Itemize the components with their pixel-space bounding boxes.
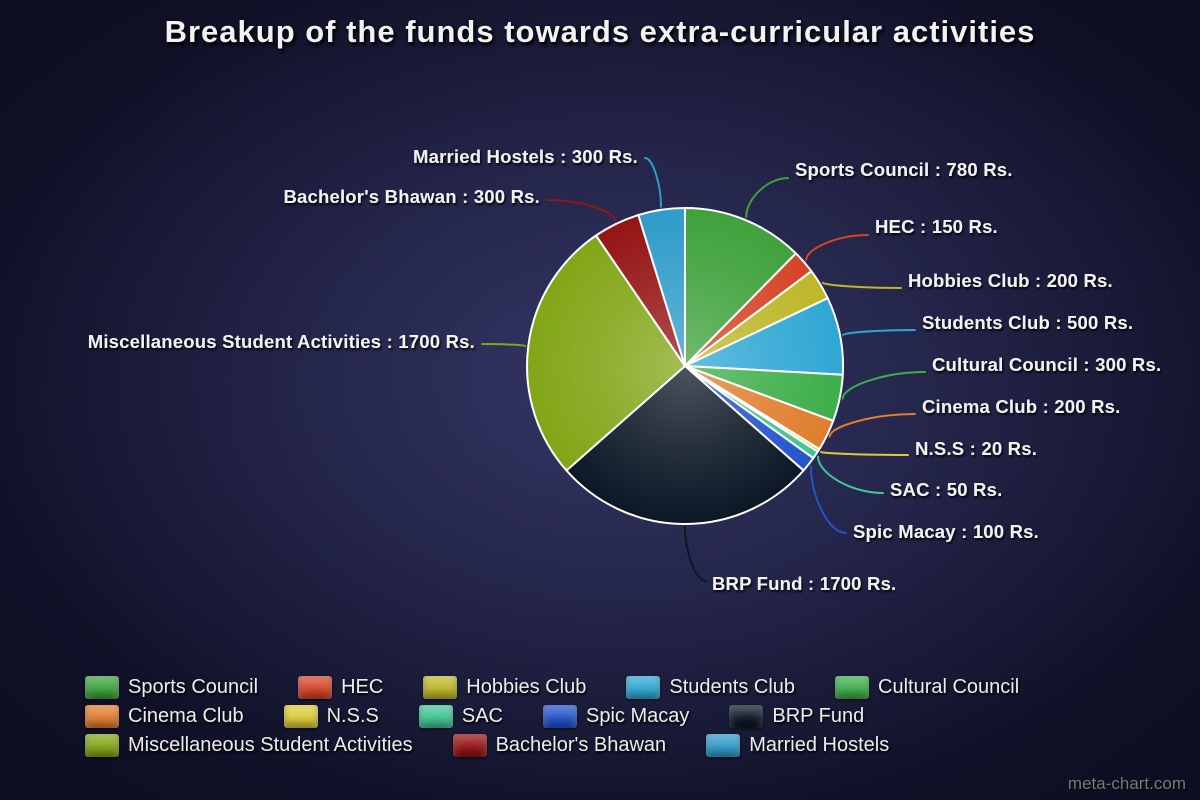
legend-label-1: HEC [341, 676, 384, 698]
legend-swatch-1 [298, 676, 333, 699]
leader-line-2 [821, 281, 902, 289]
legend-label-2: Hobbies Club [466, 676, 587, 698]
legend-label-7: SAC [461, 705, 503, 727]
legend-label-8: Spic Macay [585, 705, 690, 727]
legend-item-6: N.S.S [283, 705, 379, 728]
slice-label-2: Hobbies Club : 200 Rs. [908, 270, 1113, 291]
slice-label-6: N.S.S : 20 Rs. [915, 438, 1037, 459]
legend-swatch-3 [626, 676, 661, 699]
leader-line-3 [842, 329, 916, 336]
leader-line-6 [820, 451, 909, 456]
legend-row-1: Cinema Club N.S.S SAC Spic Macay BRP Fund [85, 705, 1175, 728]
leader-line-4 [841, 371, 926, 400]
chart-title: Breakup of the funds towards extra-curri… [164, 14, 1036, 49]
legend-label-4: Cultural Council [878, 676, 1020, 698]
legend-swatch-12 [706, 734, 741, 757]
leader-line-8 [809, 465, 847, 534]
slice-label-11: Bachelor's Bhawan : 300 Rs. [283, 186, 540, 207]
legend-label-11: Bachelor's Bhawan [495, 734, 667, 756]
legend-swatch-2 [423, 676, 458, 699]
leader-lines-group [481, 157, 926, 582]
legend-label-9: BRP Fund [772, 705, 865, 727]
slice-label-12: Married Hostels : 300 Rs. [413, 146, 638, 167]
slice-label-4: Cultural Council : 300 Rs. [932, 354, 1161, 375]
legend-swatch-4 [835, 676, 870, 699]
legend-item-8: Spic Macay [542, 705, 690, 728]
legend-swatch-9 [729, 705, 764, 728]
slice-label-7: SAC : 50 Rs. [890, 479, 1002, 500]
pie-slices-group [526, 206, 845, 525]
leader-line-12 [644, 157, 662, 208]
leader-line-1 [805, 234, 869, 262]
legend-swatch-5 [85, 705, 119, 728]
legend-label-0: Sports Council [128, 676, 259, 698]
legend-swatch-11 [452, 734, 487, 757]
legend-item-7: SAC [418, 705, 503, 728]
legend-row-2: Miscellaneous Student Activities Bachelor… [85, 734, 1175, 757]
legend-item-0: Sports Council [85, 676, 258, 699]
slice-labels-group: Sports Council : 780 Rs. HEC : 150 Rs. Hob… [88, 146, 1161, 594]
legend-item-12: Married Hostels [706, 734, 889, 757]
leader-line-11 [546, 199, 617, 222]
legend-label-12: Married Hostels [749, 734, 890, 756]
slice-label-0: Sports Council : 780 Rs. [795, 159, 1013, 180]
watermark: meta-chart.com [1067, 774, 1186, 793]
legend-item-1: HEC [298, 676, 383, 699]
legend: Sports Council HEC Hobbies Club Students Cl… [85, 676, 1175, 763]
leader-line-5 [828, 413, 916, 438]
pie-shine [528, 209, 842, 523]
legend-row-0: Sports Council HEC Hobbies Club Students Cl… [85, 676, 1175, 699]
legend-label-10: Miscellaneous Student Activities [128, 734, 413, 756]
leader-line-0 [745, 177, 789, 218]
legend-swatch-7 [418, 705, 453, 728]
leader-line-9 [684, 526, 707, 582]
legend-label-6: N.S.S [326, 705, 379, 727]
slice-label-5: Cinema Club : 200 Rs. [922, 396, 1121, 417]
legend-label-5: Cinema Club [128, 705, 244, 727]
legend-item-11: Bachelor's Bhawan [452, 734, 667, 757]
slice-label-3: Students Club : 500 Rs. [922, 312, 1133, 333]
legend-swatch-6 [283, 705, 318, 728]
legend-item-9: BRP Fund [729, 705, 864, 728]
legend-item-5: Cinema Club [85, 705, 244, 728]
legend-swatch-0 [85, 676, 119, 699]
slice-label-8: Spic Macay : 100 Rs. [853, 521, 1039, 542]
legend-item-10: Miscellaneous Student Activities [85, 734, 413, 757]
legend-item-3: Students Club [626, 676, 795, 699]
legend-label-3: Students Club [669, 676, 796, 698]
leader-line-10 [481, 343, 527, 347]
slice-label-1: HEC : 150 Rs. [875, 216, 998, 237]
legend-item-2: Hobbies Club [423, 676, 586, 699]
legend-swatch-10 [85, 734, 119, 757]
leader-line-7 [817, 455, 884, 494]
slice-label-10: Miscellaneous Student Activities : 1700 … [88, 331, 475, 352]
legend-swatch-8 [542, 705, 577, 728]
slice-label-9: BRP Fund : 1700 Rs. [712, 573, 896, 594]
legend-item-4: Cultural Council [835, 676, 1019, 699]
